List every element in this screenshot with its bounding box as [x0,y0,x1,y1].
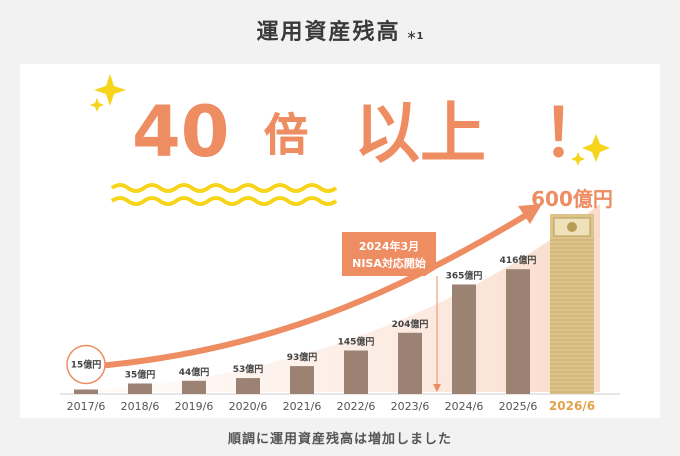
bar [290,366,314,394]
bar [398,332,422,394]
x-tick-label: 2020/6 [229,400,268,413]
money-bill-emblem [567,222,577,232]
bar [128,383,152,394]
bar-label: 53億円 [233,363,264,375]
chart-title: 運用資産残高 ＊1 [0,14,680,46]
bar [182,380,206,394]
caption: 順調に運用資産残高は増加しました [227,432,452,447]
growth-arrow [83,204,542,370]
nisa-label-line1: 2024年3月 [359,239,419,253]
x-tick-label: 2019/6 [175,400,214,413]
bar [236,378,260,394]
nisa-annotation: 2024年3月 NISA対応開始 [342,232,441,392]
bars [60,214,620,395]
chart-panel: 40 倍 以上 ！ 2024年3月 NISA対応開始 [20,64,660,418]
growth-arrow-head [518,204,542,224]
sparkle-icon [94,74,126,106]
headline-rest: 以上 [354,95,486,172]
bar-label: 204億円 [392,318,429,330]
headline-number: 40 [132,91,229,173]
bar-label: 35億円 [125,369,156,381]
bar [452,284,476,394]
bar-label: 15億円 [71,359,102,371]
nisa-label-box [342,232,436,276]
wavy-underline [110,183,338,206]
bar [506,269,530,394]
nisa-label-line2: NISA対応開始 [352,256,426,270]
start-value-circle [66,344,106,385]
title-text: 運用資産残高 [256,20,401,45]
headline-multiplier: 倍 [264,110,308,161]
x-tick-label: 2026/6 [549,399,595,413]
bar [344,350,368,394]
bar-labels: 15億円 35億円 44億円 53億円 93億円 145億円 204億円 365億円 416億円… [66,187,613,385]
x-tick-label: 2021/6 [283,400,322,413]
x-tick-label: 2017/6 [67,400,106,413]
bar-label: 44億円 [179,366,210,378]
nisa-marker-arrow [433,384,441,392]
bar-label: 145億円 [338,336,375,348]
footnote-mark: ＊1 [406,31,424,42]
x-tick-label: 2024/6 [445,400,484,413]
bar-label: 416億円 [500,254,537,266]
sparkle-icon [90,98,104,112]
wave-line-1 [110,183,338,193]
x-tick-label: 2022/6 [337,400,376,413]
bar-label: 93億円 [287,351,318,363]
growth-arrow-line [83,211,531,370]
x-tick-label: 2023/6 [391,400,430,413]
x-tick-label: 2018/6 [121,400,160,413]
chart-svg: 40 倍 以上 ！ 2024年3月 NISA対応開始 [60,74,620,413]
sparkle-icon [571,152,585,166]
sparkle-icon [582,134,610,162]
x-tick-label: 2025/6 [499,400,538,413]
headline: 40 倍 以上 ！ [132,91,608,173]
wave-line-2 [110,196,338,206]
sparkles [90,74,610,166]
bar [74,389,98,394]
bar-label-highlight: 600億円 [531,187,613,211]
bar-label: 365億円 [446,270,483,282]
x-axis-ticks: 2017/6 2018/6 2019/6 2020/6 2021/6 2022/6 2023… [67,399,595,413]
